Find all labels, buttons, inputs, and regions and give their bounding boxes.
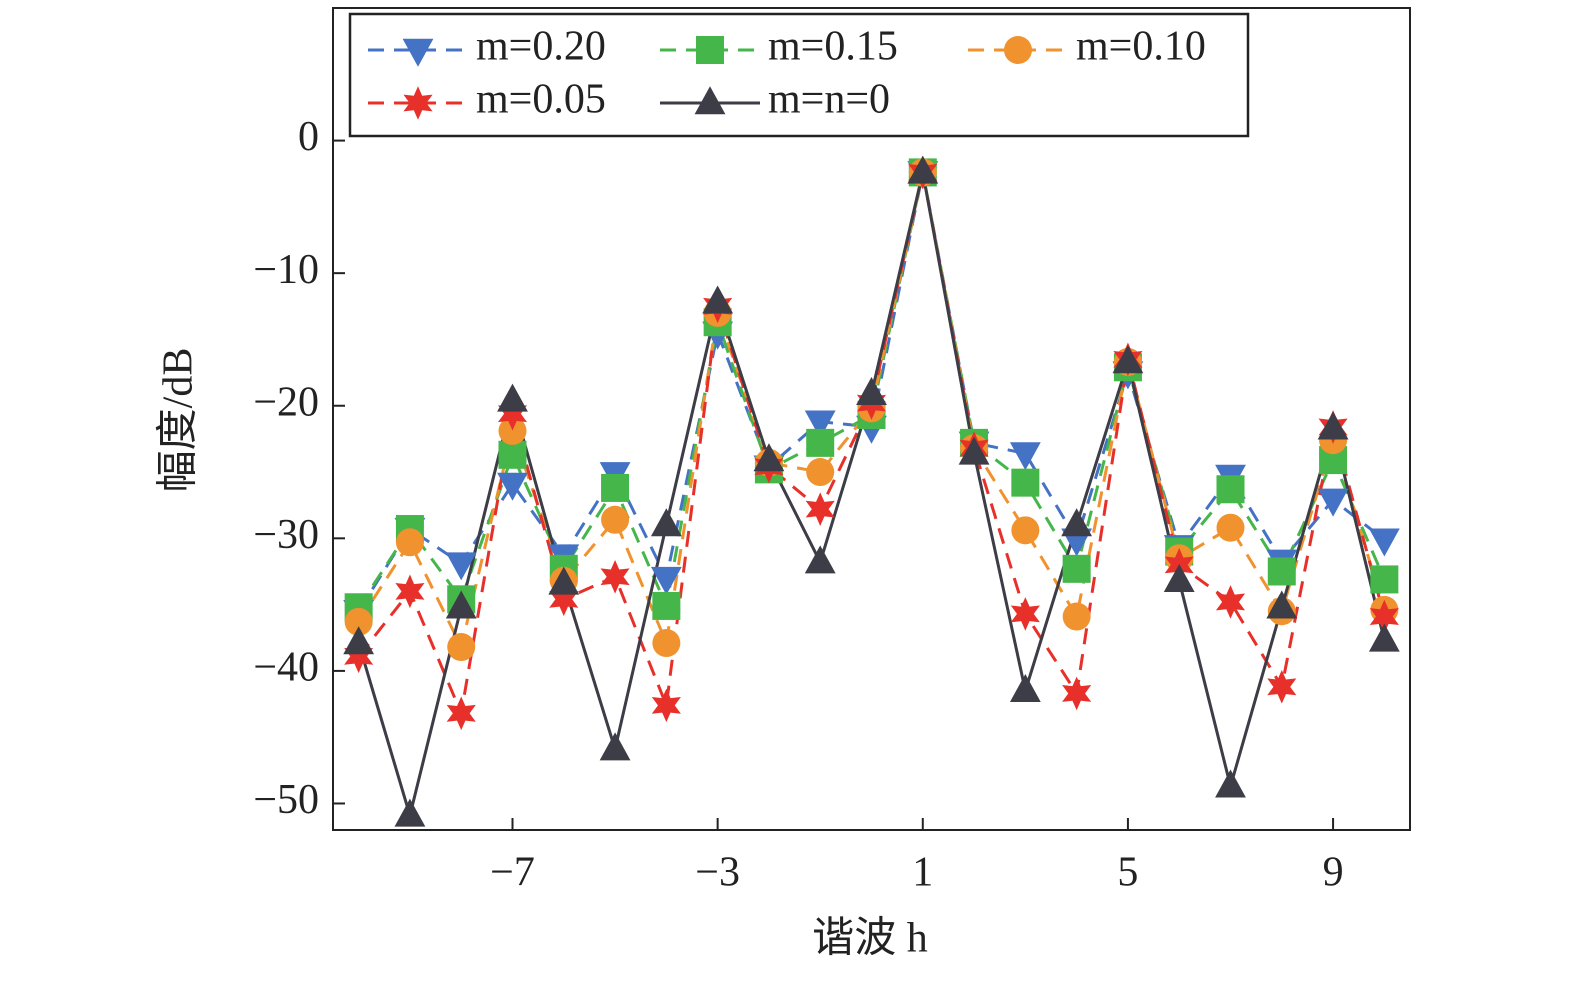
- marker: [1062, 554, 1091, 583]
- marker: [1062, 676, 1092, 711]
- marker: [856, 377, 887, 406]
- marker: [1216, 475, 1245, 504]
- marker: [650, 566, 682, 595]
- x-tick-label: 9: [1323, 850, 1344, 896]
- marker: [402, 38, 434, 67]
- marker: [1112, 345, 1144, 374]
- marker: [696, 36, 724, 64]
- marker: [1011, 468, 1040, 497]
- marker: [343, 626, 375, 655]
- y-tick-label: −10: [253, 247, 319, 293]
- marker: [1062, 602, 1091, 631]
- marker: [753, 443, 785, 472]
- marker: [601, 473, 630, 502]
- marker: [549, 582, 579, 617]
- marker: [694, 86, 726, 115]
- y-tick-label: −30: [253, 512, 319, 558]
- marker: [1215, 769, 1246, 798]
- marker: [1216, 513, 1245, 542]
- marker: [805, 492, 835, 526]
- marker: [344, 607, 373, 636]
- marker: [344, 639, 374, 674]
- marker: [395, 528, 424, 557]
- marker: [1317, 488, 1349, 517]
- marker: [1267, 557, 1296, 586]
- x-tick-label: −7: [490, 850, 535, 896]
- marker: [806, 428, 835, 457]
- legend-label: m=0.15: [768, 24, 898, 70]
- marker: [548, 566, 580, 595]
- y-tick-label: −20: [253, 379, 319, 425]
- marker: [1004, 36, 1032, 64]
- marker: [447, 633, 476, 662]
- marker: [1010, 597, 1040, 631]
- marker: [652, 591, 681, 620]
- marker: [600, 559, 630, 594]
- marker: [1009, 442, 1041, 471]
- series-line: [357, 172, 1386, 719]
- legend-label: m=0.10: [1076, 24, 1206, 70]
- legend-box: [348, 12, 1250, 138]
- marker: [806, 458, 835, 487]
- marker: [650, 508, 682, 537]
- marker: [445, 590, 477, 619]
- marker: [497, 472, 528, 501]
- marker: [498, 416, 527, 445]
- marker: [395, 574, 425, 609]
- series-line: [357, 172, 1386, 612]
- y-tick-label: −50: [253, 777, 319, 823]
- x-tick-label: −3: [695, 850, 740, 896]
- y-tick-label: 0: [298, 114, 319, 160]
- marker: [1368, 623, 1400, 652]
- legend-label: m=0.20: [476, 24, 606, 70]
- x-tick-label: 5: [1117, 850, 1138, 896]
- marker: [1011, 516, 1040, 545]
- marker: [1266, 590, 1298, 619]
- marker: [1368, 528, 1400, 557]
- marker: [1215, 585, 1246, 619]
- y-tick-label: −40: [253, 645, 319, 691]
- plot-frame: [332, 7, 1411, 831]
- marker: [907, 155, 939, 184]
- marker: [702, 285, 734, 314]
- legend-label: m=n=0: [768, 77, 890, 123]
- x-axis-label: 谐波 h: [812, 916, 928, 962]
- marker: [804, 410, 836, 439]
- marker: [1163, 563, 1195, 592]
- marker: [446, 696, 476, 731]
- marker: [403, 86, 433, 120]
- marker: [445, 552, 477, 581]
- legend-label: m=0.05: [476, 77, 606, 123]
- marker: [1061, 508, 1093, 537]
- marker: [394, 798, 426, 827]
- marker: [601, 505, 630, 534]
- marker: [497, 383, 528, 412]
- marker: [1370, 565, 1399, 594]
- marker: [1317, 411, 1349, 440]
- marker: [599, 732, 631, 761]
- marker: [1009, 673, 1041, 702]
- marker: [1267, 670, 1297, 704]
- marker: [652, 629, 681, 658]
- marker: [498, 440, 527, 469]
- marker: [497, 396, 528, 431]
- y-axis-label: 幅度/dB: [156, 348, 202, 493]
- marker: [1369, 599, 1399, 634]
- marker: [958, 436, 990, 465]
- marker: [651, 688, 681, 723]
- marker: [804, 545, 836, 574]
- x-tick-label: 1: [912, 850, 933, 896]
